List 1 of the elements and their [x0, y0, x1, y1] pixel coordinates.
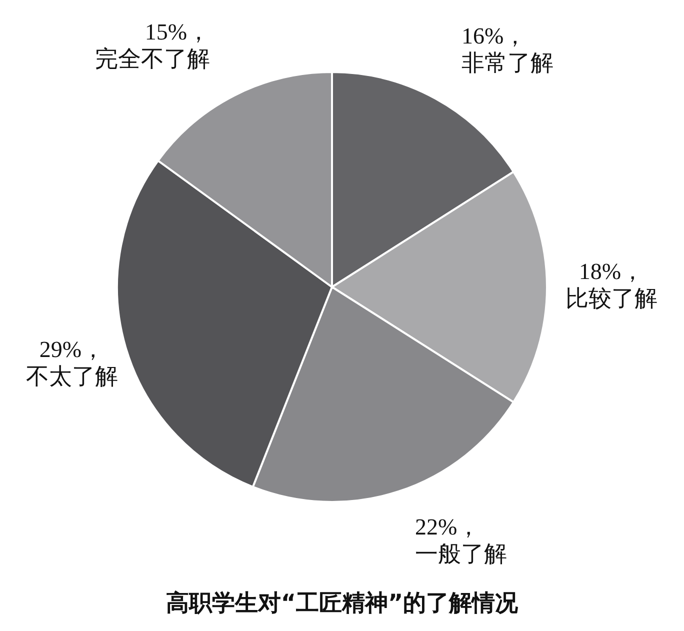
text: 高职学生对“工匠精神”的了解情况 [166, 589, 520, 616]
